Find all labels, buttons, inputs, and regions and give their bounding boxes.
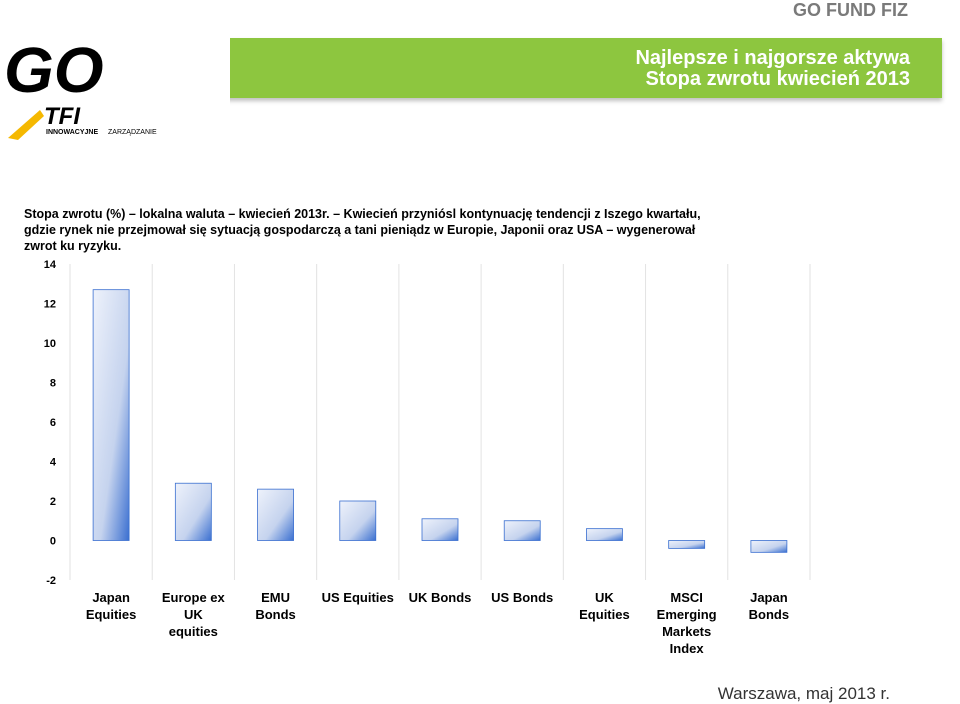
x-tick-label: Japan Bonds bbox=[749, 590, 789, 622]
x-tick-label: Europe ex UK equities bbox=[162, 590, 226, 639]
x-tick-label: MSCI Emerging Markets Index bbox=[657, 590, 717, 656]
logo-sub: TFI bbox=[44, 103, 81, 130]
y-tick-label: 12 bbox=[44, 299, 56, 311]
logo-brand: GO bbox=[4, 34, 104, 106]
logo-swoosh-icon bbox=[8, 110, 44, 140]
bar bbox=[92, 289, 130, 541]
x-tick-label: EMU Bonds bbox=[255, 590, 295, 622]
x-tick-label: Japan Equities bbox=[86, 590, 137, 622]
bar bbox=[586, 528, 623, 541]
y-tick-label: 8 bbox=[50, 378, 56, 390]
y-tick-label: 14 bbox=[44, 259, 57, 271]
intro-text: Stopa zwrotu (%) – lokalna waluta – kwie… bbox=[24, 207, 701, 253]
bar bbox=[503, 520, 541, 541]
y-tick-label: 2 bbox=[50, 496, 56, 508]
bar bbox=[668, 540, 706, 549]
bars bbox=[92, 289, 788, 553]
logo-tagline-bold: INNOWACYJNE bbox=[46, 129, 98, 136]
returns-bar-chart: -2 0 2 4 6 8 10 12 14 Japan Equities Europe ex UK eq… bbox=[44, 259, 811, 656]
y-tick-label: 10 bbox=[44, 338, 56, 350]
grid bbox=[69, 264, 811, 580]
bar bbox=[339, 500, 377, 541]
y-tick-label: -2 bbox=[46, 575, 56, 587]
bar bbox=[750, 540, 788, 553]
x-tick-label: UK Equities bbox=[579, 590, 630, 622]
bar bbox=[257, 488, 294, 541]
y-tick-label: 4 bbox=[50, 457, 57, 469]
bar bbox=[174, 482, 212, 541]
logo-tagline-rest: ZARZĄDZANIE bbox=[108, 129, 157, 136]
fund-label: GO FUND FIZ bbox=[793, 0, 908, 20]
banner-title: Najlepsze i najgorsze aktywa Stopa zwrot… bbox=[635, 48, 910, 90]
y-tick-label: 0 bbox=[50, 536, 56, 548]
go-tfi-logo: GO TFI INNOWACYJNE ZARZĄDZANIE bbox=[0, 30, 230, 140]
footer-text: Warszawa, maj 2013 r. bbox=[717, 684, 890, 703]
y-axis-ticks: -2 0 2 4 6 8 10 12 14 bbox=[44, 259, 57, 587]
x-tick-label: US Equities bbox=[322, 590, 394, 605]
banner-title-line1: Najlepsze i najgorsze aktywa bbox=[635, 47, 910, 69]
banner-title-line2: Stopa zwrotu kwiecień 2013 bbox=[645, 68, 910, 90]
x-tick-label: UK Bonds bbox=[409, 590, 472, 605]
title-banner: Najlepsze i najgorsze aktywa Stopa zwrot… bbox=[190, 38, 942, 98]
y-tick-label: 6 bbox=[50, 417, 56, 429]
bar bbox=[421, 518, 459, 541]
x-tick-label: US Bonds bbox=[491, 590, 553, 605]
x-axis-labels: Japan Equities Europe ex UK equities EMU Bonds… bbox=[86, 590, 789, 656]
